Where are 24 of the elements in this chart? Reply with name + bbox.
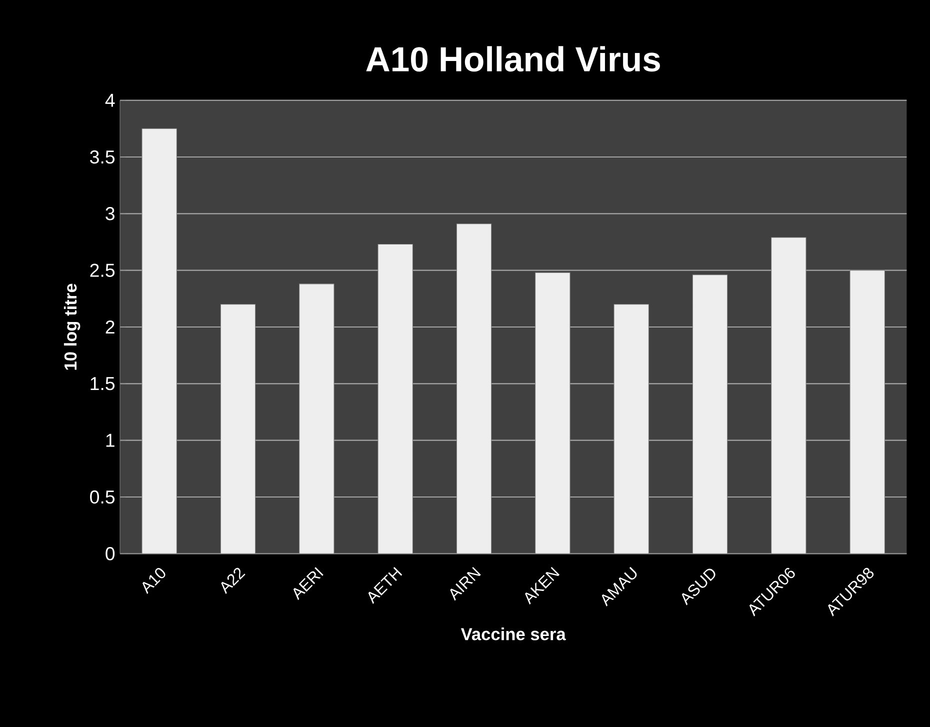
bar — [142, 128, 177, 554]
y-tick-label: 0.5 — [90, 490, 115, 504]
bar — [535, 272, 570, 554]
bar — [692, 274, 728, 554]
x-axis-title: Vaccine sera — [460, 628, 566, 640]
y-tick-label: 2.5 — [90, 264, 115, 277]
y-tick-label: 2 — [106, 320, 114, 334]
bar — [456, 224, 492, 554]
bar — [771, 237, 806, 554]
y-axis-title: 10 log titre — [64, 284, 80, 370]
y-tick-label: 1 — [106, 434, 114, 447]
bar — [299, 284, 334, 554]
bar — [614, 304, 649, 554]
bar — [850, 270, 885, 554]
chart-title: A10 Holland Virus — [366, 46, 660, 72]
bar — [220, 304, 256, 554]
y-tick-label: 0 — [106, 547, 115, 560]
bar — [378, 244, 413, 554]
y-tick-label: 3.5 — [90, 150, 115, 164]
x-tick-label: A22 — [221, 568, 246, 594]
y-tick-label: 1.5 — [90, 377, 115, 390]
x-tick-label: A10 — [142, 568, 166, 594]
y-tick-label: 3 — [106, 207, 114, 220]
y-tick-label: 4 — [105, 94, 115, 107]
